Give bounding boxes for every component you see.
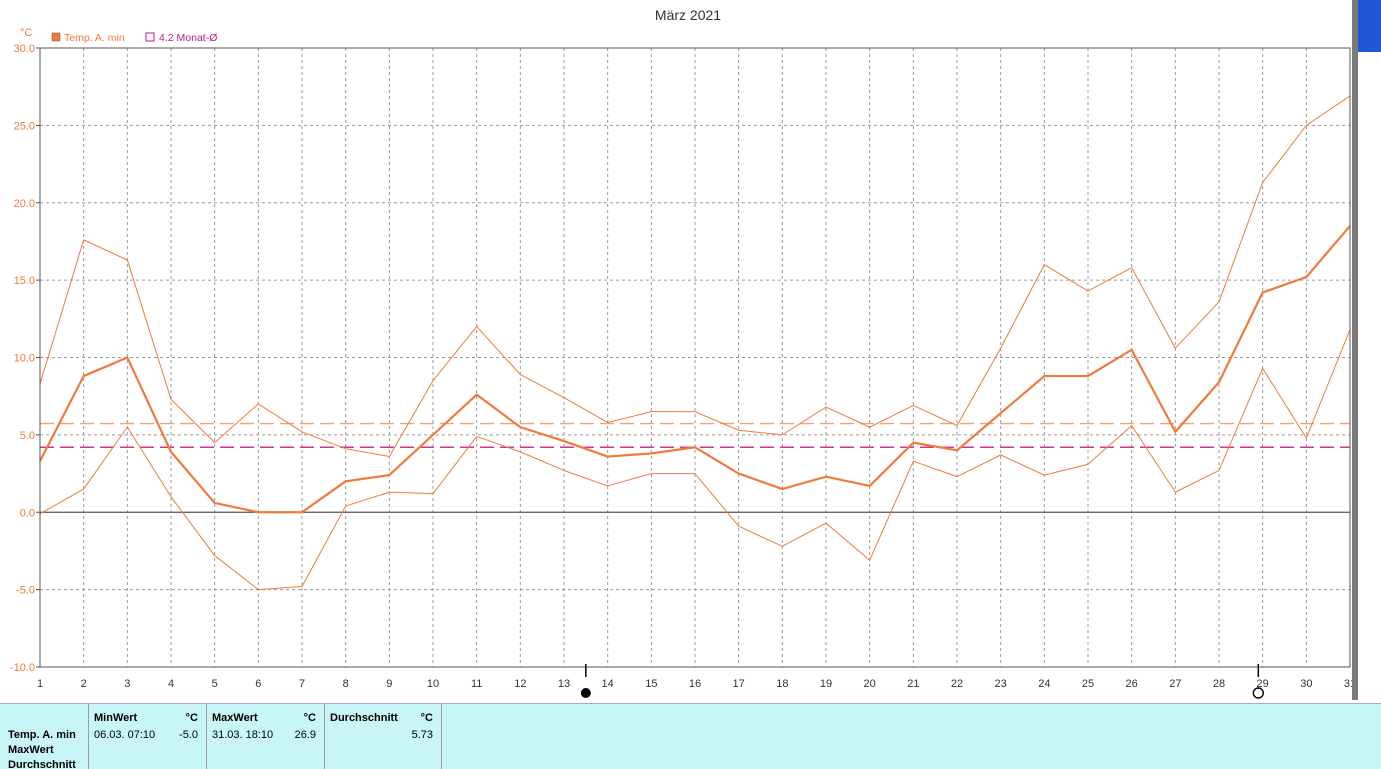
y-unit-label: °C [20, 27, 32, 39]
x-tick-label: 20 [864, 678, 876, 690]
x-tick-label: 4 [168, 678, 174, 690]
x-tick-label: 6 [255, 678, 261, 690]
chart-title: März 2021 [655, 7, 721, 23]
stats-min-column: MinWert °C 06.03. 07:10 -5.0 [89, 704, 207, 769]
plot-frame [39, 47, 1351, 668]
x-tick-label: 25 [1082, 678, 1094, 690]
y-tick-label: 0.0 [20, 507, 35, 519]
max-value: 26.9 [294, 729, 316, 741]
x-tick-label: 3 [124, 678, 130, 690]
side-window-fragment [1352, 0, 1381, 700]
moon-phases [580, 664, 1265, 699]
stats-row-labels: Temp. A. min MaxWert Durchschnitt [0, 704, 89, 769]
x-tick-label: 22 [951, 678, 963, 690]
series-line-temp-min [39, 225, 1351, 514]
y-tick-label: 25.0 [14, 120, 35, 132]
max-datetime: 31.03. 18:10 [212, 729, 274, 741]
axes: 1 2 3 4 5 6 7 8 9 10 11 12 13 14 15 16 17 18 19 20 21 22 23 24 2… [10, 43, 1356, 690]
window-titlebar-fragment [1358, 0, 1381, 52]
stats-max-column: MaxWert °C 31.03. 18:10 26.9 [207, 704, 325, 769]
x-tick-label: 17 [733, 678, 745, 690]
x-tick-label: 14 [602, 678, 614, 690]
window-border [1352, 0, 1358, 700]
legend-label-avg: 4.2 Monat-Ø [159, 32, 217, 44]
y-tick-label: -10.0 [10, 662, 35, 674]
x-tick-label: 21 [907, 678, 919, 690]
envelope-line [39, 329, 1351, 591]
max-header: MaxWert [212, 712, 258, 724]
legend-label-temp: Temp. A. min [64, 32, 125, 44]
x-tick-label: 9 [386, 678, 392, 690]
min-value: -5.0 [179, 729, 198, 741]
x-tick-label: 5 [212, 678, 218, 690]
row-label-max: MaxWert [8, 744, 54, 756]
x-tick-label: 15 [645, 678, 657, 690]
min-datetime: 06.03. 07:10 [94, 729, 156, 741]
x-tick-label: 16 [689, 678, 701, 690]
reference-lines [40, 422, 1350, 448]
series [39, 95, 1351, 591]
y-tick-label: 10.0 [14, 353, 35, 365]
x-tick-label: 18 [776, 678, 788, 690]
avg-value: 5.73 [411, 729, 433, 741]
stats-avg-column: Durchschnitt °C 5.73 [325, 704, 442, 769]
y-tick-label: 15.0 [14, 275, 35, 287]
statistics-panel: Temp. A. min MaxWert Durchschnitt MinWer… [0, 703, 1381, 769]
x-tick-label: 27 [1169, 678, 1181, 690]
envelope-line [39, 95, 1351, 458]
x-tick-label: 19 [820, 678, 832, 690]
x-tick-label: 1 [37, 678, 43, 690]
x-tick-label: 13 [558, 678, 570, 690]
legend-swatch-avg [145, 32, 155, 42]
x-tick-label: 11 [471, 678, 482, 690]
max-unit: °C [303, 712, 316, 724]
y-tick-label: 5.0 [20, 430, 35, 442]
min-header: MinWert [94, 712, 138, 724]
y-tick-label: -5.0 [16, 585, 35, 597]
new-moon-icon [580, 688, 591, 698]
grid [40, 48, 1350, 667]
y-tick-label: 30.0 [14, 43, 35, 55]
x-tick-label: 2 [81, 678, 87, 690]
x-tick-label: 24 [1038, 678, 1050, 690]
x-tick-label: 12 [514, 678, 526, 690]
x-tick-label: 10 [427, 678, 439, 690]
x-tick-label: 26 [1126, 678, 1138, 690]
min-unit: °C [185, 712, 198, 724]
x-tick-label: 29 [1257, 678, 1269, 690]
avg-unit: °C [420, 712, 433, 724]
row-label-avg: Durchschnitt [8, 759, 76, 769]
x-tick-label: 23 [995, 678, 1007, 690]
y-tick-label: 20.0 [14, 198, 35, 210]
row-label-temp: Temp. A. min [8, 729, 76, 741]
x-tick-label: 8 [343, 678, 349, 690]
avg-header: Durchschnitt [330, 712, 398, 724]
x-tick-label: 28 [1213, 678, 1225, 690]
legend-swatch-temp [51, 32, 61, 42]
full-moon-icon [1252, 687, 1265, 699]
x-tick-label: 7 [299, 678, 305, 690]
x-tick-label: 30 [1300, 678, 1312, 690]
